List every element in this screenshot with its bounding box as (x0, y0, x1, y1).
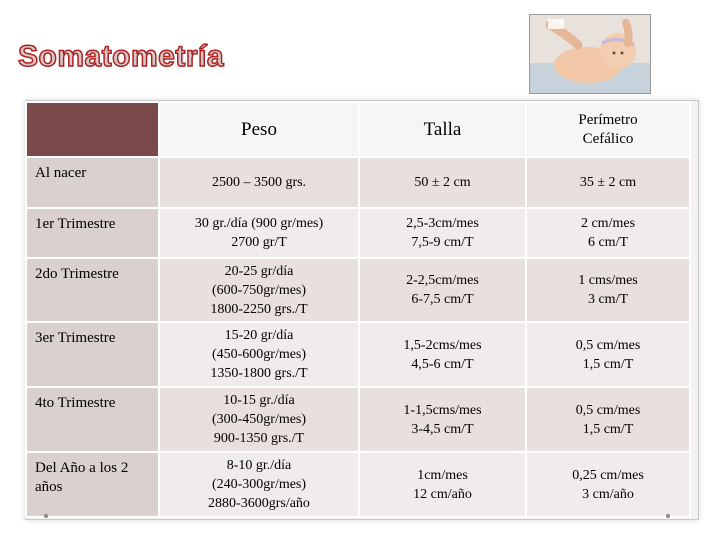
cell-talla: 2,5-3cm/mes 7,5-9 cm/T (358, 207, 527, 259)
slide-title: Somatometría (17, 39, 225, 74)
header-peso: Peso (158, 101, 360, 158)
table-header-row: Peso Talla Perímetro Cefálico (25, 101, 691, 158)
cell-peso: 10-15 gr./día (300-450gr/mes) 900-1350 g… (158, 386, 360, 453)
cell-perimetro: 0,5 cm/mes 1,5 cm/T (525, 321, 691, 388)
cell-peso: 30 gr./día (900 gr/mes) 2700 gr/T (158, 207, 360, 259)
cell-perimetro: 2 cm/mes 6 cm/T (525, 207, 691, 259)
row-label: 1er Trimestre (25, 207, 160, 259)
header-corner-cell (25, 101, 160, 158)
cell-perimetro: 35 ± 2 cm (525, 156, 691, 209)
baby-measurement-photo-icon (529, 14, 651, 94)
cell-talla: 2-2,5cm/mes 6-7,5 cm/T (358, 257, 527, 323)
table-row: 1er Trimestre 30 gr./día (900 gr/mes) 27… (25, 207, 691, 259)
row-label: 3er Trimestre (25, 321, 160, 388)
cell-talla: 50 ± 2 cm (358, 156, 527, 209)
cell-peso: 15-20 gr/día (450-600gr/mes) 1350-1800 g… (158, 321, 360, 388)
cell-peso: 2500 – 3500 grs. (158, 156, 360, 209)
cell-peso: 8-10 gr./día (240-300gr/mes) 2880-3600gr… (158, 451, 360, 518)
table-row: 4to Trimestre 10-15 gr./día (300-450gr/m… (25, 386, 691, 453)
frame-corner-dot (44, 514, 48, 518)
row-label: 2do Trimestre (25, 257, 160, 323)
cell-perimetro: 1 cms/mes 3 cm/T (525, 257, 691, 323)
table-row: 3er Trimestre 15-20 gr/día (450-600gr/me… (25, 321, 691, 388)
table-row: Al nacer 2500 – 3500 grs. 50 ± 2 cm 35 ±… (25, 156, 691, 209)
cell-perimetro: 0,5 cm/mes 1,5 cm/T (525, 386, 691, 453)
table-row: 2do Trimestre 20-25 gr/día (600-750gr/me… (25, 257, 691, 323)
cell-talla: 1cm/mes 12 cm/año (358, 451, 527, 518)
header-talla: Talla (358, 101, 527, 158)
header-perimetro-cefalico: Perímetro Cefálico (525, 101, 691, 158)
somatometry-table: Peso Talla Perímetro Cefálico Al nacer 2… (25, 101, 691, 518)
row-label: 4to Trimestre (25, 386, 160, 453)
cell-peso: 20-25 gr/día (600-750gr/mes) 1800-2250 g… (158, 257, 360, 323)
cell-perimetro: 0,25 cm/mes 3 cm/año (525, 451, 691, 518)
cell-talla: 1-1,5cms/mes 3-4,5 cm/T (358, 386, 527, 453)
cell-talla: 1,5-2cms/mes 4,5-6 cm/T (358, 321, 527, 388)
row-label: Al nacer (25, 156, 160, 209)
row-label: Del Año a los 2 años (25, 451, 160, 518)
table-row: Del Año a los 2 años 8-10 gr./día (240-3… (25, 451, 691, 518)
frame-corner-dot (666, 514, 670, 518)
